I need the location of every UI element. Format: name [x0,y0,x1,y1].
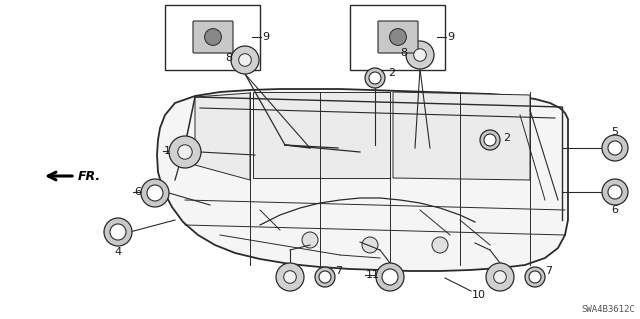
Circle shape [406,41,434,69]
Circle shape [276,263,304,291]
Text: 2: 2 [503,133,510,143]
Polygon shape [157,89,568,271]
Text: 1: 1 [164,146,171,156]
Circle shape [486,263,514,291]
Text: 4: 4 [115,247,122,257]
Text: 5: 5 [611,127,618,137]
Text: FR.: FR. [78,169,101,182]
Text: 9: 9 [447,32,454,42]
Circle shape [319,271,331,283]
Circle shape [315,267,335,287]
Text: 7: 7 [545,266,552,276]
Polygon shape [195,93,250,180]
Bar [350,5,445,70]
Circle shape [493,271,506,283]
Text: 8: 8 [225,53,232,63]
Text: 6: 6 [611,205,618,215]
Text: SWA4B3612C: SWA4B3612C [581,305,635,314]
Circle shape [376,263,404,291]
FancyBboxPatch shape [193,21,233,53]
Text: 2: 2 [388,68,395,78]
Circle shape [432,237,448,253]
Circle shape [602,179,628,205]
Circle shape [239,54,252,66]
Text: 7: 7 [335,266,342,276]
FancyBboxPatch shape [378,21,418,53]
Text: 6: 6 [134,187,141,197]
Text: 8: 8 [400,48,407,58]
Circle shape [484,134,496,146]
Bar [165,5,260,70]
Text: 11: 11 [366,270,380,280]
Circle shape [104,218,132,246]
Circle shape [169,136,201,168]
Circle shape [147,185,163,201]
Circle shape [369,72,381,84]
Circle shape [608,141,622,155]
Circle shape [365,68,385,88]
Circle shape [608,185,622,199]
Circle shape [141,179,169,207]
Text: 10: 10 [472,290,486,300]
Circle shape [602,135,628,161]
Circle shape [362,237,378,253]
Circle shape [284,271,296,283]
Circle shape [302,232,318,248]
Text: 9: 9 [262,32,269,42]
Circle shape [110,224,126,240]
Circle shape [382,269,398,285]
Circle shape [529,271,541,283]
Circle shape [525,267,545,287]
Polygon shape [393,92,530,180]
Circle shape [480,130,500,150]
Circle shape [178,145,192,159]
Circle shape [231,46,259,74]
Circle shape [413,49,426,61]
Circle shape [390,29,406,45]
Circle shape [205,29,221,45]
Polygon shape [253,92,390,178]
